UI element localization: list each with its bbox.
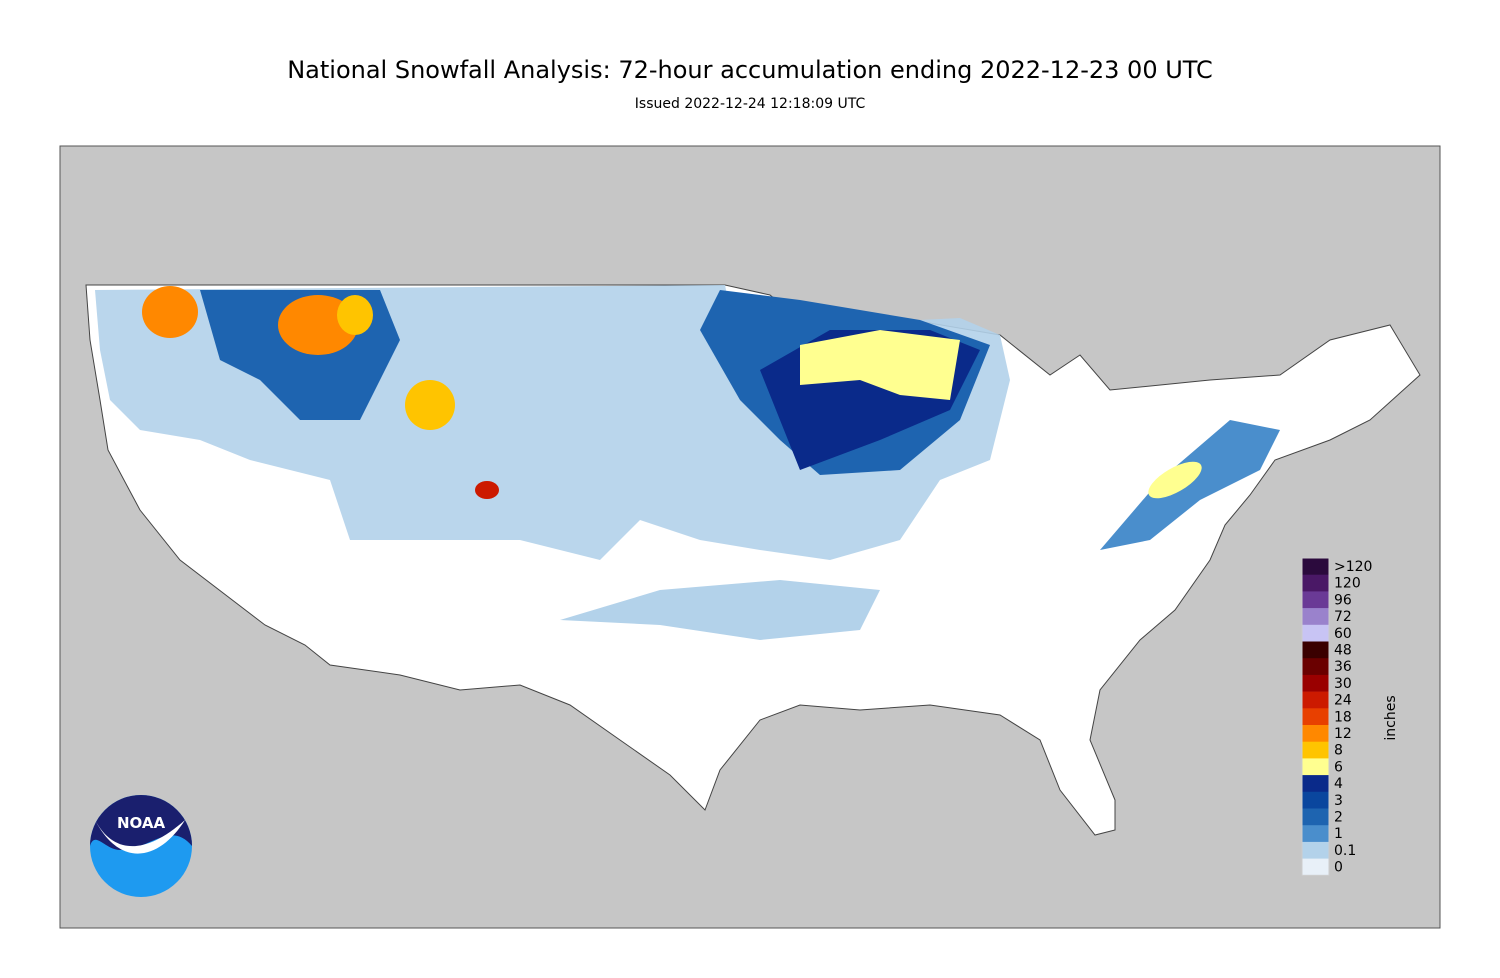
colorbar-swatch <box>1302 725 1329 742</box>
subtitle: Issued 2022-12-24 12:18:09 UTC <box>635 96 866 112</box>
colorbar-label: 24 <box>1334 693 1352 709</box>
colorbar-label: 1 <box>1334 826 1343 842</box>
colorbar-swatch <box>1302 608 1329 626</box>
colorbar-swatch <box>1302 591 1329 609</box>
colorbar-swatch <box>1302 825 1329 843</box>
snow-heavy <box>1148 461 1202 499</box>
colorbar-swatch <box>1302 624 1329 642</box>
colorbar-swatch <box>1302 708 1329 726</box>
colorbar-swatch <box>1302 658 1329 676</box>
snow-heavy <box>337 295 373 335</box>
colorbar-swatch <box>1302 858 1329 876</box>
colorbar-unit: inches <box>1383 695 1399 740</box>
colorbar-label: 72 <box>1334 609 1352 625</box>
colorbar-label: 2 <box>1334 810 1343 826</box>
colorbar-swatch <box>1302 791 1329 809</box>
title: National Snowfall Analysis: 72-hour accu… <box>287 56 1213 84</box>
snow-heavy <box>800 330 960 400</box>
map <box>59 145 1441 929</box>
snow-heavy <box>142 286 198 338</box>
colorbar-swatch <box>1302 641 1329 659</box>
colorbar-swatch <box>1302 758 1329 776</box>
colorbar-swatch <box>1302 558 1329 575</box>
colorbar-swatch <box>1302 841 1329 859</box>
noaa-logo: NOAA <box>90 795 192 897</box>
snow-light <box>560 580 880 640</box>
colorbar-swatch <box>1302 691 1329 709</box>
colorbar-label: 96 <box>1334 592 1352 608</box>
colorbar-frame <box>1301 557 1330 876</box>
colorbar-label: 60 <box>1334 626 1352 642</box>
snow-medium <box>1100 420 1280 550</box>
colorbar-label: 4 <box>1334 776 1343 792</box>
colorbar-label: 0 <box>1334 860 1343 876</box>
colorbar-label: 48 <box>1334 643 1352 659</box>
colorbar-label: 36 <box>1334 659 1352 675</box>
colorbar-swatch <box>1302 574 1329 592</box>
colorbar-swatch <box>1302 674 1329 692</box>
colorbar-label: 0.1 <box>1334 843 1356 859</box>
colorbar-label: 18 <box>1334 709 1352 725</box>
colorbar-label: 12 <box>1334 726 1352 742</box>
colorbar-swatch <box>1302 775 1329 793</box>
colorbar-label: 8 <box>1334 743 1343 759</box>
colorbar-label: 3 <box>1334 793 1343 809</box>
colorbar-swatch <box>1302 808 1329 826</box>
colorbar-label: 120 <box>1334 576 1361 592</box>
snow-heavy <box>405 380 455 430</box>
snow-heavy <box>475 481 499 499</box>
colorbar-label: 6 <box>1334 759 1343 775</box>
logo-text: NOAA <box>117 814 166 832</box>
colorbar-label: 30 <box>1334 676 1352 692</box>
colorbar-swatch <box>1302 741 1329 759</box>
colorbar-label: >120 <box>1334 559 1372 575</box>
